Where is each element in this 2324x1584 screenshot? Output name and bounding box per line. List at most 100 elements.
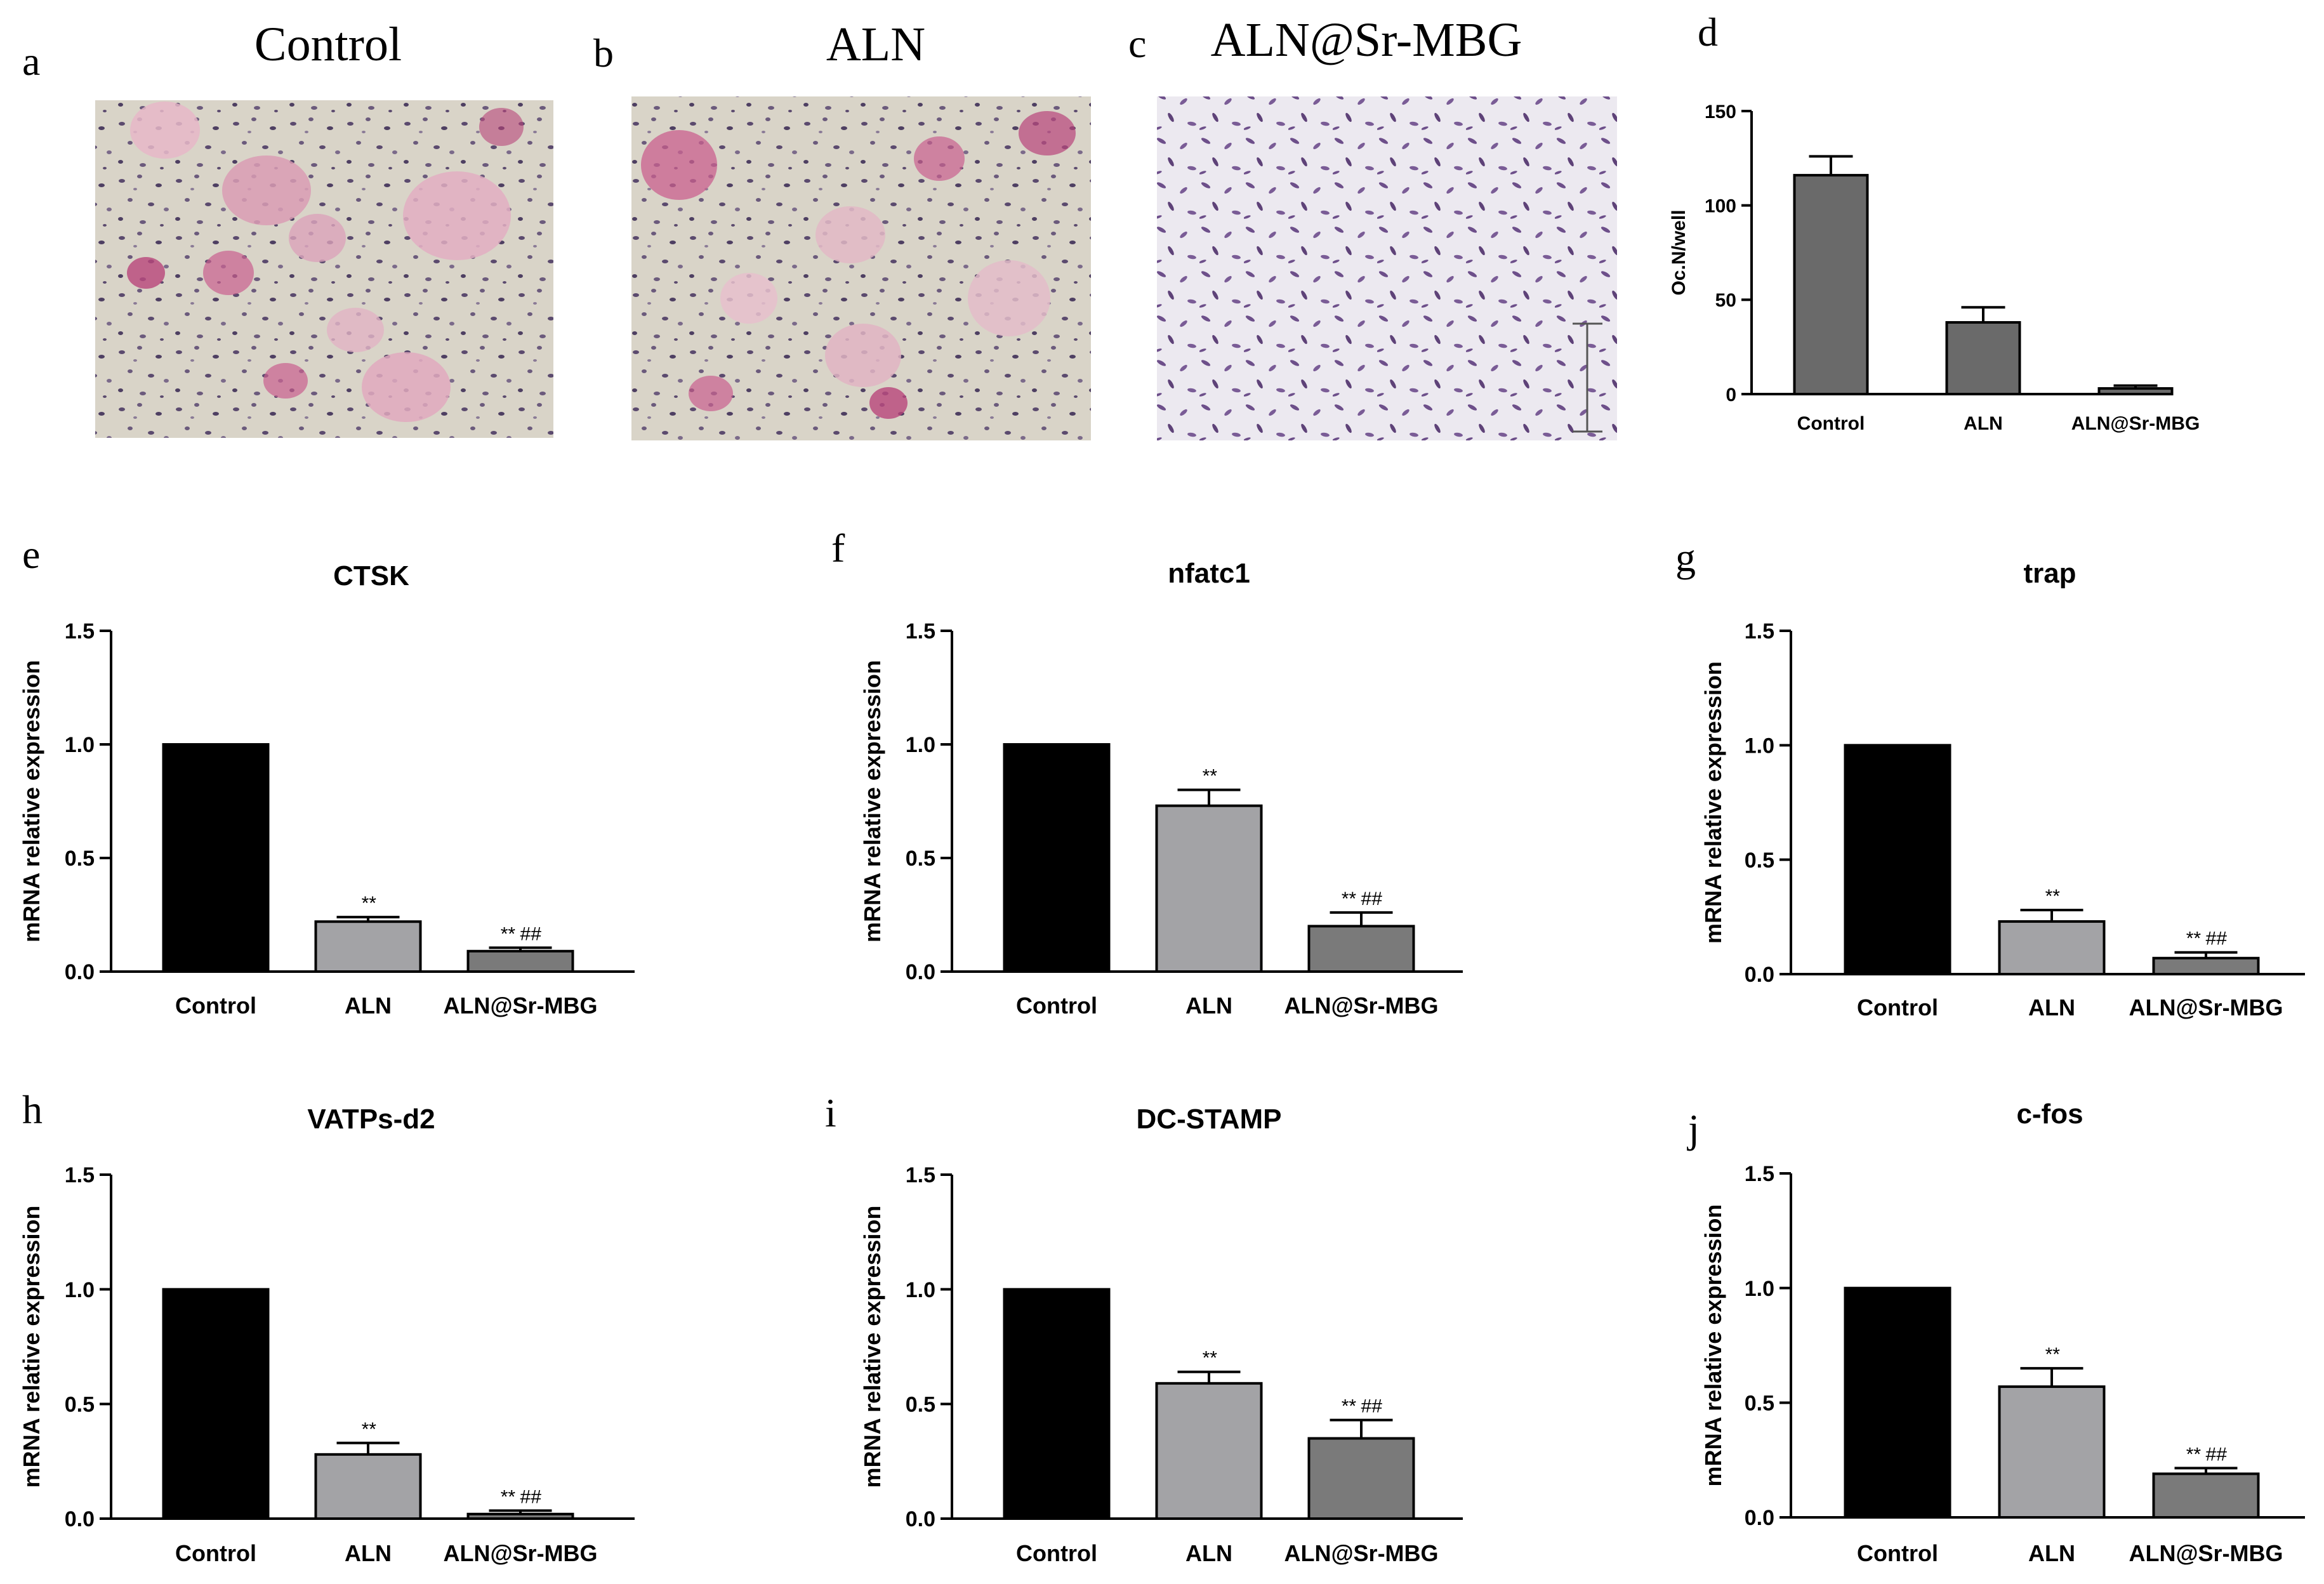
chart-i: i DC-STAMP mRNA relative expression 0.0 0.5 1… — [825, 1090, 1463, 1566]
bar-aln — [1945, 321, 2021, 395]
y-tick-label: 100 — [1705, 195, 1736, 216]
y-tick-label: 0.5 — [1745, 848, 1774, 873]
panel-c-letter: c — [1128, 21, 1146, 66]
category-label: ALN@Sr-MBG — [2129, 994, 2283, 1020]
y-axis-label: mRNA relative expression — [18, 1206, 44, 1488]
panel-b-title: ALN — [826, 18, 925, 71]
panel-letter: d — [1698, 10, 1718, 55]
category-label: ALN@Sr-MBG — [443, 993, 597, 1019]
chart-d: d Oc.N/well 0 50 100 150 Control ALN ALN@Sr-MBG — [1668, 10, 2200, 434]
y-tick-label: 0.5 — [65, 847, 95, 871]
significance-label: ** — [1201, 766, 1217, 787]
y-axis-label: mRNA relative expression — [1700, 661, 1726, 944]
bar-aln-sr-mbg — [466, 1512, 574, 1521]
chart-e: e CTSK mRNA relative expression 0.0 0.5 1.0 1.… — [18, 532, 635, 1019]
y-tick-label: 1.0 — [1745, 734, 1774, 758]
chart-h: h VATPs-d2 mRNA relative expression 0.0 0.5 1… — [18, 1087, 635, 1566]
category-label: Control — [1857, 994, 1938, 1020]
y-tick-label: 1.0 — [65, 733, 95, 757]
category-label: ALN — [345, 993, 392, 1019]
bar-aln — [314, 1453, 422, 1520]
panel-a-title: Control — [254, 18, 402, 71]
category-label: ALN@Sr-MBG — [443, 1540, 597, 1566]
chart-title: DC-STAMP — [1137, 1104, 1282, 1135]
y-tick-label: 0 — [1726, 385, 1736, 406]
bar-control — [1844, 744, 1951, 976]
significance-label: ** ## — [499, 1486, 541, 1507]
y-tick-label: 1.5 — [1745, 1162, 1774, 1186]
y-tick-label: 0.0 — [65, 1507, 95, 1531]
category-label: ALN — [1964, 413, 2003, 434]
category-label: Control — [1016, 993, 1097, 1019]
chart-title: CTSK — [333, 560, 409, 591]
significance-label: ** ## — [1340, 1396, 1382, 1417]
chart-title: trap — [2023, 558, 2076, 589]
bar-aln-sr-mbg — [1307, 1437, 1415, 1521]
significance-label: ** ## — [2185, 1444, 2226, 1465]
significance-label: ** — [360, 1419, 376, 1440]
category-label: ALN — [345, 1540, 392, 1566]
chart-f: f nfatc1 mRNA relative expression 0.0 0.5 1.0… — [831, 525, 1463, 1019]
category-label: Control — [175, 1540, 256, 1566]
bar-control — [162, 1288, 270, 1520]
bar-aln-sr-mbg — [466, 949, 574, 974]
category-label: Control — [1016, 1540, 1097, 1566]
y-tick-label: 1.0 — [65, 1278, 95, 1302]
category-label: ALN — [2028, 994, 2075, 1020]
significance-label: ** — [360, 893, 376, 914]
micrograph-aln — [631, 96, 1091, 440]
y-tick-label: 0.0 — [1745, 1506, 1774, 1530]
category-label: ALN@Sr-MBG — [1284, 1540, 1438, 1566]
panel-letter: f — [831, 525, 845, 571]
y-tick-label: 0.0 — [65, 960, 95, 984]
bar-aln — [1998, 1385, 2106, 1519]
chart-g: g trap mRNA relative expression 0.0 0.5 1.0 1.… — [1675, 535, 2305, 1020]
category-label: Control — [175, 993, 256, 1019]
panel-b-letter: b — [593, 30, 614, 76]
y-tick-label: 1.0 — [1745, 1277, 1774, 1301]
panel-a: a Control — [22, 18, 553, 438]
y-tick-label: 150 — [1705, 102, 1736, 122]
bar-control — [1793, 174, 1869, 395]
bar-control — [1844, 1286, 1951, 1519]
panel-c: c ALN@Sr-MBG — [1128, 13, 1617, 440]
panel-letter: i — [825, 1090, 836, 1135]
category-label: ALN@Sr-MBG — [2071, 413, 2200, 434]
bar-aln — [1155, 804, 1263, 974]
bar-control — [1003, 1288, 1111, 1520]
bar-aln-sr-mbg — [2152, 956, 2260, 975]
bar-aln-sr-mbg — [2097, 387, 2174, 396]
bar-aln — [1998, 920, 2106, 975]
panel-letter: j — [1687, 1106, 1700, 1151]
bar-control — [162, 743, 270, 973]
chart-title: nfatc1 — [1168, 558, 1250, 589]
y-tick-label: 1.5 — [65, 619, 95, 644]
panel-b: b ALN — [593, 18, 1091, 440]
category-label: ALN — [2028, 1540, 2075, 1566]
bar-aln-sr-mbg — [1307, 925, 1415, 974]
y-axis-label: mRNA relative expression — [1700, 1204, 1726, 1487]
category-label: ALN@Sr-MBG — [2129, 1540, 2283, 1566]
panel-letter: e — [22, 532, 40, 577]
y-tick-label: 0.5 — [65, 1393, 95, 1417]
significance-label: ** ## — [2185, 928, 2226, 949]
category-label: Control — [1797, 413, 1865, 434]
y-tick-label: 0.0 — [1745, 963, 1774, 987]
significance-label: ** ## — [1340, 888, 1382, 909]
significance-label: ** — [2044, 1344, 2060, 1365]
chart-title: VATPs-d2 — [307, 1104, 435, 1135]
y-axis-label: mRNA relative expression — [18, 660, 44, 942]
significance-label: ** ## — [499, 923, 541, 944]
bar-aln — [314, 920, 422, 973]
y-tick-label: 0.5 — [906, 1393, 935, 1417]
micrograph-control — [95, 100, 553, 438]
y-axis-label: mRNA relative expression — [859, 1206, 885, 1488]
y-tick-label: 0.0 — [906, 960, 935, 984]
y-tick-label: 0.0 — [906, 1507, 935, 1531]
y-axis-label: Oc.N/well — [1668, 209, 1689, 295]
panel-a-letter: a — [22, 39, 40, 84]
y-tick-label: 1.5 — [906, 1163, 935, 1187]
y-axis-label: mRNA relative expression — [859, 660, 885, 942]
bar-aln-sr-mbg — [2152, 1472, 2260, 1519]
